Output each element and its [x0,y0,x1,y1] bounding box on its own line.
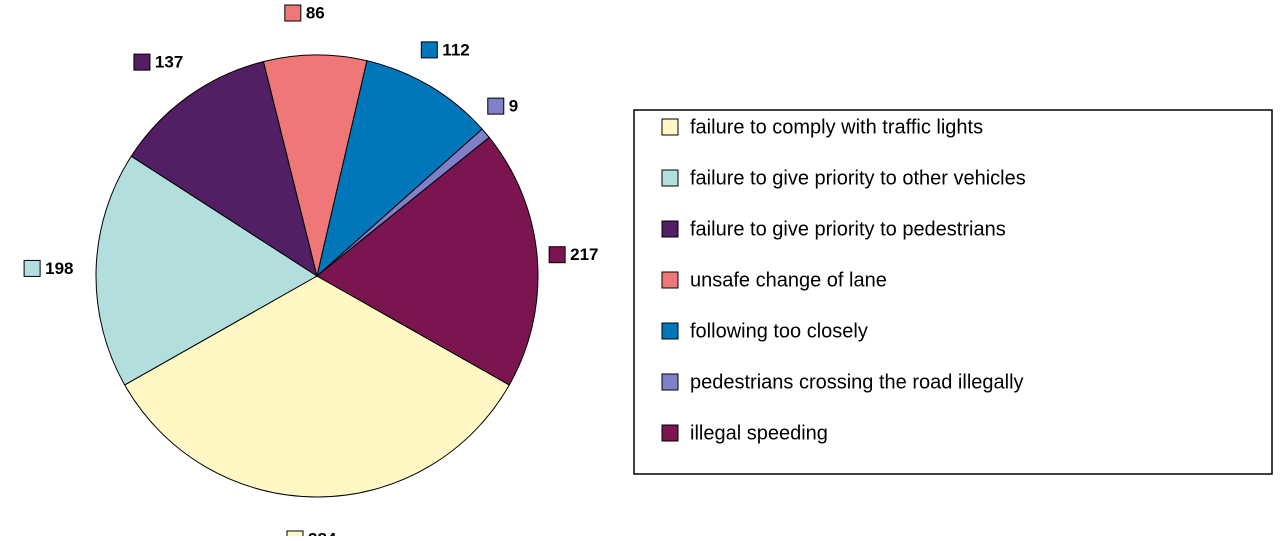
pie-slice [130,60,318,278]
pie-slice [316,136,539,386]
legend-swatch [661,322,679,340]
value-label-swatch [487,97,505,115]
legend-label: following too closely [690,320,868,342]
value-label: 86 [306,3,325,22]
value-label: 384 [308,529,337,536]
value-label-swatch [420,41,438,59]
legend-label: unsafe change of lane [690,269,887,291]
value-label-swatch [286,530,304,541]
value-label-swatch [284,4,302,22]
legend-swatch [661,169,679,187]
legend-label: illegal speeding [690,422,828,444]
pie-slice [95,155,318,386]
legend-label: failure to give priority to pedestrians [690,218,1006,240]
legend-label: pedestrians crossing the road illegally [690,371,1024,393]
legend-label: failure to give priority to other vehicl… [690,167,1026,189]
value-label: 217 [570,245,598,264]
legend-swatch [661,220,679,238]
value-label: 198 [45,259,73,278]
value-label: 112 [442,40,469,59]
value-label-swatch [23,259,41,277]
legend-label: failure to comply with traffic lights [690,116,983,138]
value-label-swatch [133,53,151,71]
pie-slice [124,275,510,498]
legend-swatch [661,118,679,136]
pie-slice [262,54,368,277]
legend-swatch [661,373,679,391]
legend-swatch [661,424,679,442]
legend-swatch [661,271,679,289]
pie-slice [316,60,483,278]
legend-box [633,109,1273,475]
value-label-swatch [548,246,566,264]
value-label: 137 [155,53,183,72]
value-label: 9 [509,97,518,116]
